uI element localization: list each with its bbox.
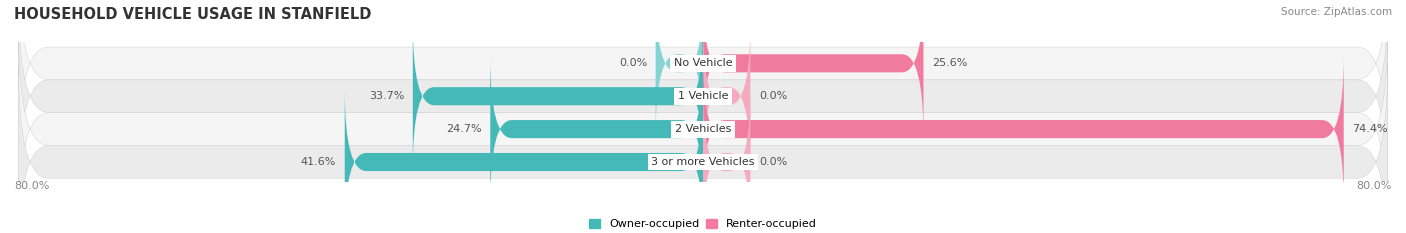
Text: 0.0%: 0.0%	[759, 91, 787, 101]
FancyBboxPatch shape	[491, 56, 703, 202]
Text: 2 Vehicles: 2 Vehicles	[675, 124, 731, 134]
Text: 80.0%: 80.0%	[14, 181, 49, 191]
Text: 24.7%: 24.7%	[446, 124, 482, 134]
Text: HOUSEHOLD VEHICLE USAGE IN STANFIELD: HOUSEHOLD VEHICLE USAGE IN STANFIELD	[14, 7, 371, 22]
FancyBboxPatch shape	[18, 63, 1388, 233]
Text: 3 or more Vehicles: 3 or more Vehicles	[651, 157, 755, 167]
Text: 1 Vehicle: 1 Vehicle	[678, 91, 728, 101]
FancyBboxPatch shape	[18, 0, 1388, 162]
Text: Source: ZipAtlas.com: Source: ZipAtlas.com	[1281, 7, 1392, 17]
Text: 41.6%: 41.6%	[301, 157, 336, 167]
Text: 80.0%: 80.0%	[1357, 181, 1392, 191]
FancyBboxPatch shape	[344, 89, 703, 233]
FancyBboxPatch shape	[655, 0, 703, 137]
FancyBboxPatch shape	[413, 23, 703, 169]
FancyBboxPatch shape	[703, 89, 751, 233]
FancyBboxPatch shape	[18, 30, 1388, 228]
FancyBboxPatch shape	[703, 0, 924, 137]
Text: 33.7%: 33.7%	[368, 91, 404, 101]
FancyBboxPatch shape	[703, 56, 1344, 202]
Text: 0.0%: 0.0%	[619, 58, 647, 68]
Text: 0.0%: 0.0%	[759, 157, 787, 167]
Legend: Owner-occupied, Renter-occupied: Owner-occupied, Renter-occupied	[589, 219, 817, 229]
FancyBboxPatch shape	[703, 23, 751, 169]
FancyBboxPatch shape	[18, 0, 1388, 195]
Text: No Vehicle: No Vehicle	[673, 58, 733, 68]
Text: 74.4%: 74.4%	[1353, 124, 1388, 134]
Text: 25.6%: 25.6%	[932, 58, 967, 68]
